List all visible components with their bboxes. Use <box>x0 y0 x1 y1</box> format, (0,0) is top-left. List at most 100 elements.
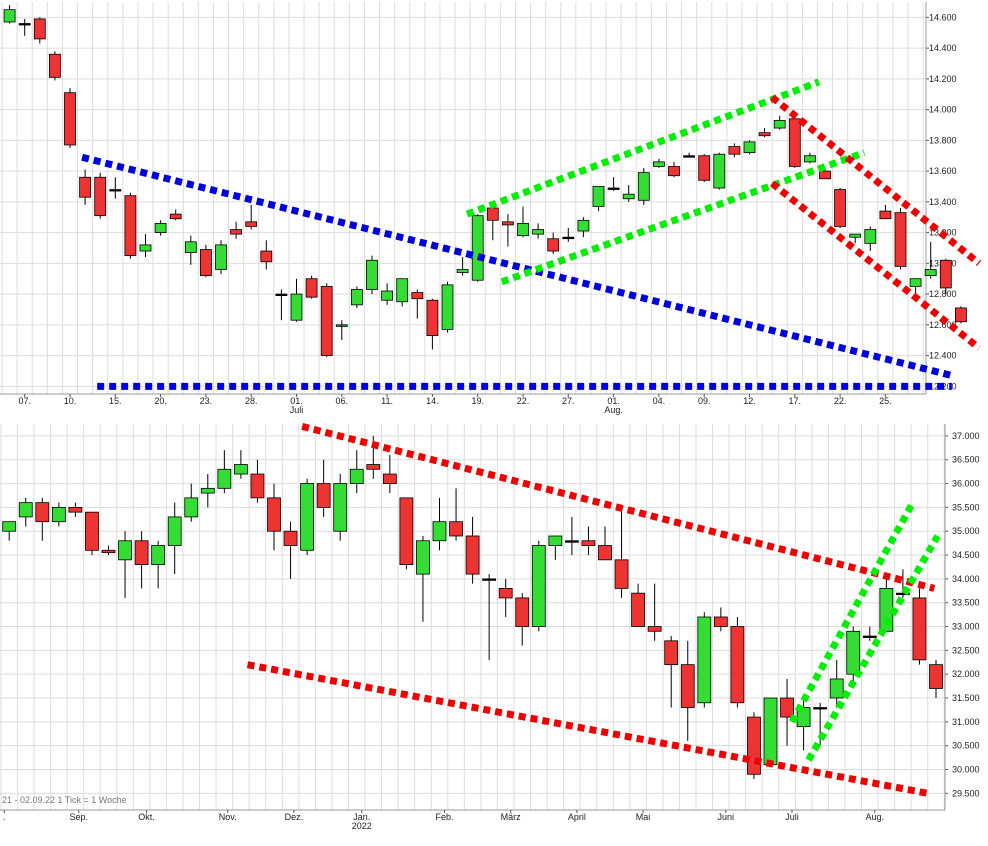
candle-body-down <box>35 502 50 523</box>
candle <box>728 143 741 158</box>
candle-body-up <box>200 487 215 494</box>
candle-body-up <box>924 269 937 277</box>
candle <box>896 569 910 598</box>
y-tick-label: 34.500 <box>952 550 980 560</box>
candle <box>647 583 662 641</box>
candle-body-up <box>517 222 529 237</box>
candle <box>18 497 33 527</box>
candle-body-down <box>449 521 463 537</box>
candle <box>653 158 665 169</box>
candle-body-down <box>955 307 967 323</box>
candle <box>763 697 778 766</box>
candle-body-down <box>813 707 828 710</box>
y-tick-label: 37.000 <box>952 431 980 441</box>
y-tick-label: 14.400 <box>929 43 957 53</box>
candle <box>501 214 514 247</box>
candle <box>862 626 877 641</box>
candle-body-down <box>482 578 497 581</box>
candle-body-up <box>532 229 544 235</box>
trendline-green <box>500 149 866 286</box>
y-tick-label: 30.500 <box>952 741 980 751</box>
candle <box>730 617 745 708</box>
candle <box>109 177 122 199</box>
footer-note: 21 - 02.09.22 1 Tick = 1 Woche <box>2 795 127 805</box>
candle-body-down <box>399 497 414 565</box>
candle-body-down <box>230 229 243 235</box>
candle <box>139 234 152 258</box>
candle <box>531 540 546 632</box>
candle-body-up <box>471 215 484 281</box>
y-tick-label: 13.800 <box>929 135 957 145</box>
candle-body-down <box>598 545 612 561</box>
candle-body-up <box>622 193 635 200</box>
candle-body-down <box>647 626 662 632</box>
candle <box>260 240 273 270</box>
candle-body-down <box>283 530 298 546</box>
candle-body-up <box>879 588 894 632</box>
candle <box>713 152 726 190</box>
candle-body-down <box>501 221 514 226</box>
candle-body-up <box>713 153 726 189</box>
candle <box>275 289 288 321</box>
candle <box>577 217 590 238</box>
candle <box>118 531 132 598</box>
candle <box>637 168 650 205</box>
candle <box>416 535 430 622</box>
candle <box>200 474 215 508</box>
candle <box>631 583 645 627</box>
candle <box>154 220 167 236</box>
candle <box>846 626 861 684</box>
candle-body-down <box>498 588 513 599</box>
candle-body-down <box>79 176 91 198</box>
candle-body-down <box>85 511 99 551</box>
y-tick-label: 31.000 <box>952 717 980 727</box>
candle-body-down <box>18 23 31 26</box>
candle <box>894 207 907 270</box>
candle-body-up <box>2 521 17 532</box>
candle-body-down <box>788 118 801 167</box>
x-tick-label: 28. <box>245 396 258 406</box>
candle <box>743 140 756 155</box>
candle-body-down <box>124 195 137 257</box>
y-tick-label: 30.000 <box>952 764 980 774</box>
y-tick-label: 14.600 <box>929 12 957 22</box>
candle <box>151 540 166 589</box>
candle <box>320 283 333 358</box>
x-tick-label: April <box>568 812 586 822</box>
candle <box>747 712 761 780</box>
candle-body-up <box>290 293 303 321</box>
candle-body-up <box>396 278 409 303</box>
y-tick-label: 12.400 <box>929 351 957 361</box>
candle-body-up <box>350 289 363 306</box>
y-tick-label: 36.500 <box>952 455 980 465</box>
candle <box>230 221 243 239</box>
candle-body-up <box>51 506 66 523</box>
x-tick-label: 22. <box>834 396 847 406</box>
candle <box>683 152 695 158</box>
candle <box>3 5 16 24</box>
candle-body-down <box>101 549 116 554</box>
candle-body-up <box>441 284 454 330</box>
candle <box>33 17 46 44</box>
candle-body-up <box>846 630 861 675</box>
x-tick-label: 09. <box>698 396 711 406</box>
candle-body-down <box>631 592 645 627</box>
candle-body-down <box>134 540 149 565</box>
y-tick-label: 13.600 <box>929 166 957 176</box>
x-tick-label: Mai <box>636 812 651 822</box>
x-tick-sublabel: 2022 <box>352 821 372 831</box>
candle-body-down <box>426 299 439 336</box>
candle-body-down <box>382 473 397 484</box>
candle <box>411 289 424 319</box>
candle-body-down <box>275 293 288 296</box>
x-tick-sublabel: Aug. <box>604 405 623 415</box>
candle <box>486 204 499 241</box>
candle-body-down <box>728 146 741 155</box>
candle-body-down <box>64 92 76 146</box>
candle-body-down <box>668 166 680 177</box>
x-tick-label: 11. <box>381 396 393 406</box>
candle-body-down <box>614 559 629 589</box>
candle <box>548 535 563 560</box>
candle <box>245 204 258 230</box>
candle <box>924 241 937 279</box>
